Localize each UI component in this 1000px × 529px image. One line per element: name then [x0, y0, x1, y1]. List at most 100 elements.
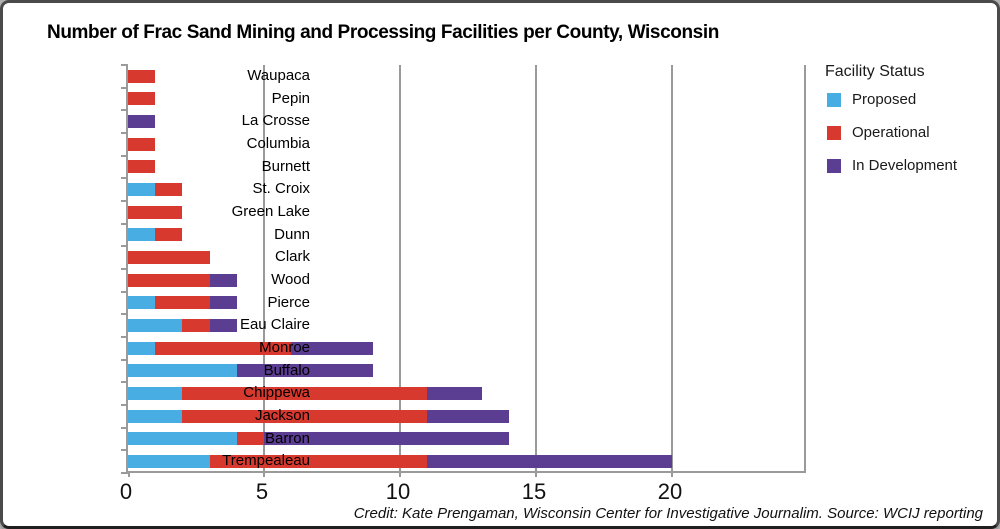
- bar-segment-operational: [182, 319, 210, 333]
- bar-segment-proposed: [128, 296, 156, 310]
- bar-row-waupaca: [128, 65, 804, 88]
- bar-row-monroe: [128, 337, 804, 360]
- county-label-dunn: Dunn: [274, 225, 310, 243]
- y-axis-tick: [121, 154, 128, 157]
- bar-segment-proposed: [128, 319, 183, 333]
- bar-segment-in-development: [427, 387, 482, 401]
- bar-segment-in-development: [236, 364, 373, 378]
- x-tick-15: [535, 471, 537, 477]
- county-label-chippewa: Chippewa: [243, 384, 310, 402]
- bar-row-barron: [128, 428, 804, 451]
- county-label-jackson: Jackson: [254, 407, 310, 424]
- bar-segment-operational: [128, 205, 183, 219]
- x-tick-20: [671, 471, 673, 477]
- x-tick-label-0: 0: [119, 479, 133, 504]
- bar-segment-operational: [128, 160, 156, 174]
- county-label-la-crosse: La Crosse: [241, 112, 310, 130]
- legend-title: Facility Status: [825, 63, 925, 80]
- bar-row-la-crosse: [128, 110, 804, 133]
- bar-segment-in-development: [209, 319, 237, 333]
- y-axis-tick: [121, 268, 128, 270]
- y-axis-tick: [121, 313, 128, 316]
- gridline-x-5: [263, 65, 265, 471]
- bar-segment-in-development: [427, 455, 672, 469]
- bar-row-columbia: [128, 133, 804, 156]
- bar-row-burnett: [128, 156, 804, 179]
- y-axis-tick: [121, 222, 128, 225]
- plot-area: [121, 64, 806, 477]
- bar-row-jackson: [128, 405, 804, 428]
- bar-segment-proposed: [128, 387, 183, 401]
- legend-swatch-icon: [827, 158, 841, 173]
- y-axis-tick: [121, 132, 128, 134]
- county-label-trempealeau: Trempealeau: [222, 452, 310, 470]
- county-label-eau-claire: Eau Claire: [239, 316, 310, 334]
- y-axis-tick: [121, 64, 128, 66]
- bar-segment-proposed: [128, 364, 237, 378]
- bar-segment-operational: [128, 273, 210, 287]
- legend-label: Proposed: [852, 91, 917, 108]
- bar-row-pepin: [128, 88, 804, 111]
- bar-segment-in-development: [209, 296, 237, 310]
- y-axis-tick: [121, 426, 128, 429]
- county-label-pierce: Pierce: [267, 293, 310, 311]
- x-tick-10: [399, 471, 401, 477]
- bar-segment-proposed: [128, 455, 210, 469]
- y-axis-tick: [121, 449, 128, 452]
- x-tick-5: [263, 471, 265, 477]
- bar-row-green-lake: [128, 201, 804, 224]
- y-axis-tick: [121, 472, 128, 474]
- county-label-barron: Barron: [264, 429, 310, 447]
- bar-segment-operational: [182, 409, 428, 423]
- bar-segment-in-development: [209, 273, 237, 287]
- legend-label: Operational: [852, 124, 930, 141]
- bar-segment-proposed: [128, 409, 183, 423]
- x-tick-label-15: 15: [521, 479, 547, 504]
- y-axis-tick: [121, 86, 128, 89]
- bar-segment-proposed: [128, 341, 156, 355]
- bar-segment-operational: [128, 137, 156, 151]
- county-label-burnett: Burnett: [261, 157, 310, 175]
- county-label-columbia: Columbia: [246, 135, 310, 152]
- county-label-pepin: Pepin: [271, 89, 310, 107]
- county-label-wood: Wood: [271, 271, 310, 288]
- bar-segment-operational: [128, 92, 156, 106]
- bar-segment-proposed: [128, 183, 156, 197]
- credit-line: Credit: Kate Prengaman, Wisconsin Center…: [353, 505, 983, 522]
- bar-segment-operational: [182, 387, 428, 401]
- bar-segment-operational: [128, 69, 156, 83]
- bar-row-chippewa: [128, 382, 804, 405]
- bar-segment-operational: [155, 228, 183, 242]
- y-axis-tick: [121, 177, 128, 180]
- bar-row-st-croix: [128, 178, 804, 201]
- x-tick-0: [128, 471, 130, 477]
- bar-segment-in-development: [128, 115, 156, 129]
- bar-segment-in-development: [264, 432, 509, 446]
- legend: Facility Status Proposed Operational In De…: [825, 63, 957, 190]
- county-label-monroe: Monroe: [259, 339, 310, 356]
- x-tick-label-20: 20: [657, 479, 683, 504]
- bar-segment-operational: [155, 183, 183, 197]
- county-label-buffalo: Buffalo: [263, 361, 310, 379]
- county-label-waupaca: Waupaca: [247, 67, 310, 84]
- legend-item-in-development: In Development: [827, 157, 957, 174]
- legend-label: In Development: [852, 157, 958, 174]
- legend-swatch-icon: [827, 92, 841, 107]
- bar-row-pierce: [128, 292, 804, 315]
- bar-segment-in-development: [427, 409, 509, 423]
- x-tick-label-5: 5: [255, 479, 269, 504]
- y-axis-tick: [121, 381, 128, 384]
- y-axis-tick: [121, 290, 128, 293]
- bar-segment-in-development: [291, 341, 373, 355]
- bar-row-eau-claire: [128, 314, 804, 337]
- bar-row-wood: [128, 269, 804, 292]
- bar-row-buffalo: [128, 360, 804, 383]
- county-label-clark: Clark: [274, 248, 310, 266]
- bar-segment-operational: [155, 341, 292, 355]
- x-tick-label-10: 10: [385, 479, 411, 504]
- y-axis-tick: [121, 404, 128, 406]
- bar-segment-proposed: [128, 432, 237, 446]
- gridline-x-15: [535, 65, 537, 471]
- y-axis-tick: [121, 245, 128, 248]
- y-axis-tick: [121, 109, 128, 112]
